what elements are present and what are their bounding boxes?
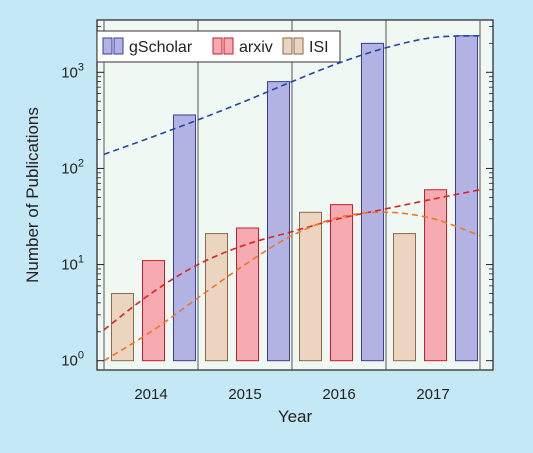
legend-swatch-arxiv-2 xyxy=(223,37,234,55)
y-tick-label: 100 xyxy=(61,350,84,370)
bars xyxy=(111,35,478,362)
bar-gscholar-2014 xyxy=(173,114,196,362)
bar-gscholar-2017 xyxy=(455,35,478,362)
x-tick-label-2014: 2014 xyxy=(134,386,167,403)
y-axis-title: Number of Publications xyxy=(23,107,42,283)
bar-arxiv-2017 xyxy=(424,189,447,362)
trend-line-gscholar xyxy=(103,34,481,156)
bar-isi-2014 xyxy=(111,292,134,362)
bar-arxiv-2014 xyxy=(142,260,165,362)
x-axis-ticks: 2014 2015 2016 2017 xyxy=(134,386,449,403)
bar-gscholar-2015 xyxy=(267,81,290,362)
x-tick-label-2016: 2016 xyxy=(322,386,355,403)
bar-arxiv-2015 xyxy=(236,227,259,362)
x-tick-label-2015: 2015 xyxy=(228,386,261,403)
legend-swatch-isi-2 xyxy=(293,37,304,55)
legend-swatch-arxiv xyxy=(212,37,223,55)
bar-arxiv-2016 xyxy=(330,204,353,362)
trend-line-arxiv xyxy=(103,188,481,331)
bar-isi-2015 xyxy=(205,233,228,362)
legend: gScholar arxiv ISI xyxy=(96,30,341,63)
x-axis-title: Year xyxy=(278,407,313,426)
legend-label-isi: ISI xyxy=(309,39,329,56)
legend-label-gscholar: gScholar xyxy=(129,39,193,56)
legend-swatch-isi xyxy=(282,37,293,55)
y-tick-label: 103 xyxy=(61,61,84,81)
y-tick-label: 101 xyxy=(61,254,84,274)
x-tick-label-2017: 2017 xyxy=(416,386,449,403)
trend-lines xyxy=(103,34,481,362)
legend-label-arxiv: arxiv xyxy=(239,39,273,56)
bar-gscholar-2016 xyxy=(361,42,384,362)
legend-swatch-gscholar-2 xyxy=(113,37,124,55)
year-separators xyxy=(103,20,481,370)
trend-line-isi xyxy=(103,211,481,362)
bar-isi-2017 xyxy=(393,233,416,362)
legend-swatch-gscholar xyxy=(102,37,113,55)
y-tick-label: 102 xyxy=(61,157,84,177)
bar-isi-2016 xyxy=(299,211,322,362)
